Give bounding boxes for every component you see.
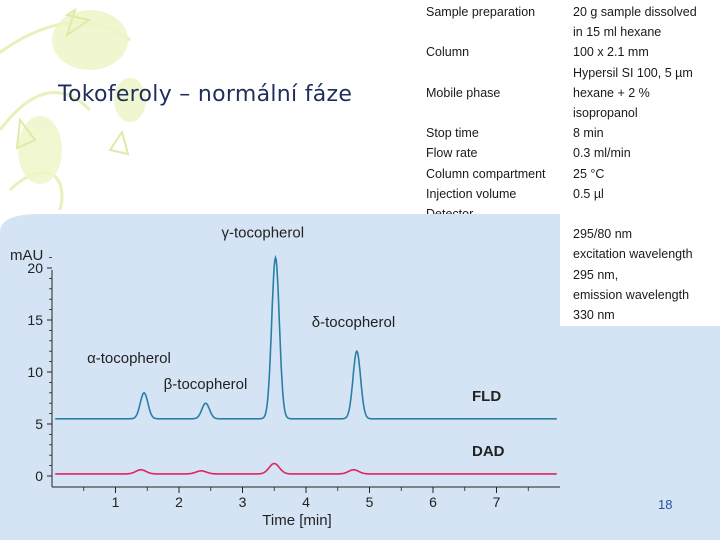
- parameter-label: Column: [426, 45, 470, 60]
- peak-label: α-tocopherol: [87, 350, 171, 367]
- x-tick-label: 5: [366, 494, 374, 510]
- x-tick-label: 7: [493, 494, 501, 510]
- parameter-value: 100 x 2.1 mm: [573, 45, 649, 60]
- y-tick-label: 20: [27, 260, 43, 276]
- y-axis-label: mAU: [10, 247, 43, 264]
- x-tick-label: 4: [302, 494, 310, 510]
- y-tick-label: 0: [35, 468, 43, 484]
- y-tick-label: 15: [27, 312, 43, 328]
- peak-label: γ-tocopherol: [222, 225, 305, 242]
- parameter-value: hexane + 2 %: [573, 85, 650, 100]
- parameter-label: Mobile phase: [426, 85, 501, 100]
- parameter-value: isopropanol: [573, 106, 638, 120]
- chart-panel: [0, 214, 560, 540]
- parameter-value: 295 nm,: [573, 267, 619, 282]
- slide-title: Tokoferoly – normální fáze: [58, 82, 353, 107]
- parameter-value: Hypersil SI 100, 5 µm: [573, 65, 693, 80]
- parameter-label: Stop time: [426, 126, 479, 141]
- parameter-value: excitation wavelength: [573, 247, 693, 262]
- series-label-dad: DAD: [472, 443, 505, 460]
- parameter-value: 20 g sample dissolved: [573, 5, 697, 19]
- x-tick-label: 6: [429, 494, 437, 510]
- x-tick-label: 3: [239, 494, 247, 510]
- parameter-value: 330 nm: [573, 308, 615, 322]
- parameter-value: 0.3 ml/min: [573, 146, 631, 161]
- parameter-label: Injection volume: [426, 186, 517, 201]
- parameter-value: 295/80 nm: [573, 227, 633, 242]
- parameter-value: 8 min: [573, 126, 604, 141]
- page-number: 18: [658, 497, 673, 512]
- parameter-label: Sample preparation: [426, 5, 536, 19]
- parameter-value: 0.5 µl: [573, 186, 604, 201]
- y-tick-label: 10: [27, 364, 43, 380]
- peak-label: β-tocopherol: [164, 376, 248, 393]
- parameter-value: 25 °C: [573, 166, 605, 181]
- series-label-fld: FLD: [472, 388, 501, 405]
- x-tick-label: 1: [112, 494, 120, 510]
- peak-label: δ-tocopherol: [312, 314, 395, 331]
- series-trace-fld: [55, 254, 557, 420]
- parameter-label: Column compartment: [426, 166, 546, 181]
- x-tick-label: 2: [175, 494, 183, 510]
- series-trace-dad: [55, 462, 557, 475]
- parameter-value: emission wavelength: [573, 287, 690, 302]
- x-axis-label: Time [min]: [262, 512, 331, 529]
- parameter-label: Flow rate: [426, 146, 478, 161]
- chart-panel-extension: [560, 326, 720, 540]
- parameter-value: in 15 ml hexane: [573, 25, 662, 40]
- y-tick-label: 5: [35, 416, 43, 432]
